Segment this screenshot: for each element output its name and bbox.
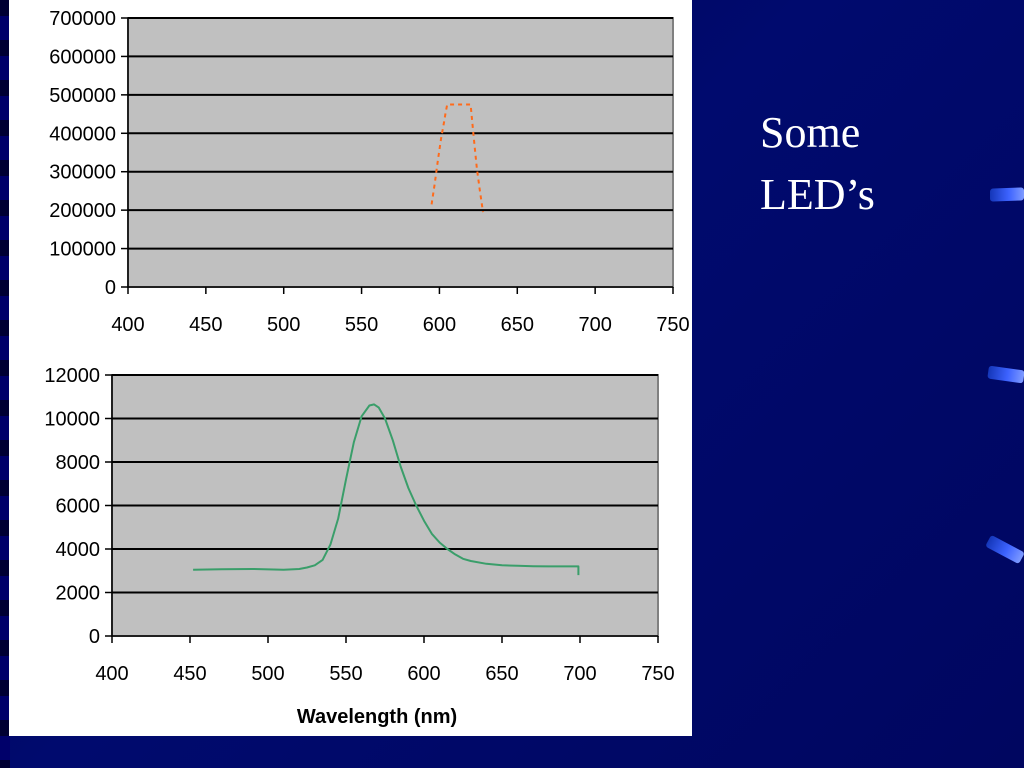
chart-1-y-tick-label: 0 <box>105 277 116 299</box>
chart-1-x-tick-label: 700 <box>578 314 611 336</box>
chart-2-x-tick-label: 700 <box>563 663 596 685</box>
chart-1-x-tick-label: 550 <box>345 314 378 336</box>
chart-2-x-tick-label: 750 <box>641 663 674 685</box>
chart-2-x-tick-label: 500 <box>251 663 284 685</box>
chart-1-plot-area <box>127 17 674 288</box>
chart-1-y-tick-label: 300000 <box>49 162 116 184</box>
chart-2-y-tick-label: 12000 <box>44 365 100 387</box>
chart-2-y-tick-label: 8000 <box>56 452 101 474</box>
chart-2-y-tick-label: 4000 <box>56 539 101 561</box>
chart-1-y-tick-label: 100000 <box>49 239 116 261</box>
chart-2-y-tick-label: 6000 <box>56 496 101 518</box>
chart-1-x-tick-label: 600 <box>423 314 456 336</box>
chart-1-y-tick-label: 400000 <box>49 123 116 145</box>
chart-1-x-tick-label: 500 <box>267 314 300 336</box>
chart-2-y-tick-label: 0 <box>89 626 100 648</box>
chart-2-x-tick-label: 450 <box>173 663 206 685</box>
chart-2-series-1-line <box>193 403 580 576</box>
chart-1-x-tick-label: 650 <box>501 314 534 336</box>
slide-title: Some LED’s <box>760 102 1000 226</box>
chart-2-x-tick-label: 400 <box>95 663 128 685</box>
chart-1-x-tick-label: 750 <box>656 314 689 336</box>
chart-1-y-tick-label: 600000 <box>49 46 116 68</box>
chart-1-series-1-line <box>430 103 484 213</box>
chart-2-x-axis-title: Wavelength (nm) <box>297 706 457 728</box>
chart-1-x-tick-label: 400 <box>111 314 144 336</box>
charts-canvas: 0100000200000300000400000500000600000700… <box>44 8 689 728</box>
chart-2-y-tick-label: 2000 <box>56 583 101 605</box>
chart-2-x-tick-label: 650 <box>485 663 518 685</box>
slide-title-line-2: LED’s <box>760 170 875 219</box>
chart-1-y-tick-label: 500000 <box>49 85 116 107</box>
chart-2-x-tick-label: 600 <box>407 663 440 685</box>
chart-1-x-tick-label: 450 <box>189 314 222 336</box>
chart-2-y-tick-label: 10000 <box>44 409 100 431</box>
chart-2-x-tick-label: 550 <box>329 663 362 685</box>
chart-1-y-tick-label: 700000 <box>49 8 116 30</box>
slide-title-line-1: Some <box>760 108 861 157</box>
left-edge-band <box>0 0 10 768</box>
chart-1-y-tick-label: 200000 <box>49 200 116 222</box>
chart-panel: 0 100000 200000 300000 400000 500000 600000 700… <box>9 0 692 736</box>
